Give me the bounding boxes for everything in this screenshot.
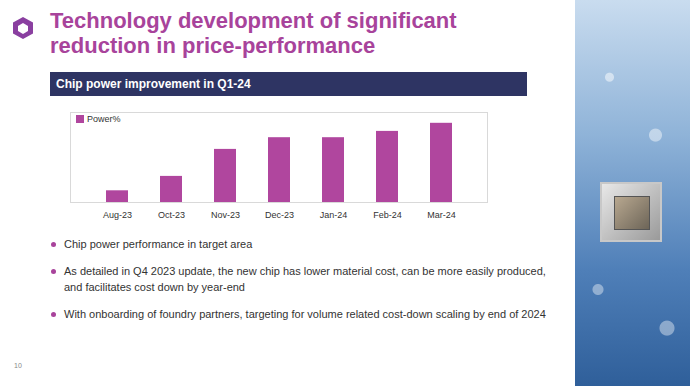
svg-text:Nov-23: Nov-23 (211, 210, 240, 220)
html-text:With onboarding of foundry par: With onboarding of foundry partners, tar… (64, 307, 546, 320)
html-text:Power%: Power% (87, 114, 121, 124)
html-text:Chip power improvement in Q1-2: Chip power improvement in Q1-24 (56, 77, 251, 91)
svg-text:Dec-23: Dec-23 (265, 210, 294, 220)
html-text:As detailed in Q4 2023 update,: As detailed in Q4 2023 update, the new c… (64, 264, 546, 293)
html-text:10: 10 (14, 362, 22, 369)
html-text:Technology development of sign: Technology development of significant re… (50, 8, 457, 58)
svg-text:Feb-24: Feb-24 (373, 210, 402, 220)
svg-text:Jan-24: Jan-24 (320, 210, 348, 220)
svg-text:Mar-24: Mar-24 (427, 210, 456, 220)
svg-text:Aug-23: Aug-23 (103, 210, 132, 220)
svg-text:Oct-23: Oct-23 (158, 210, 185, 220)
html-text:Chip power performance in targ: Chip power performance in target area (64, 238, 253, 250)
